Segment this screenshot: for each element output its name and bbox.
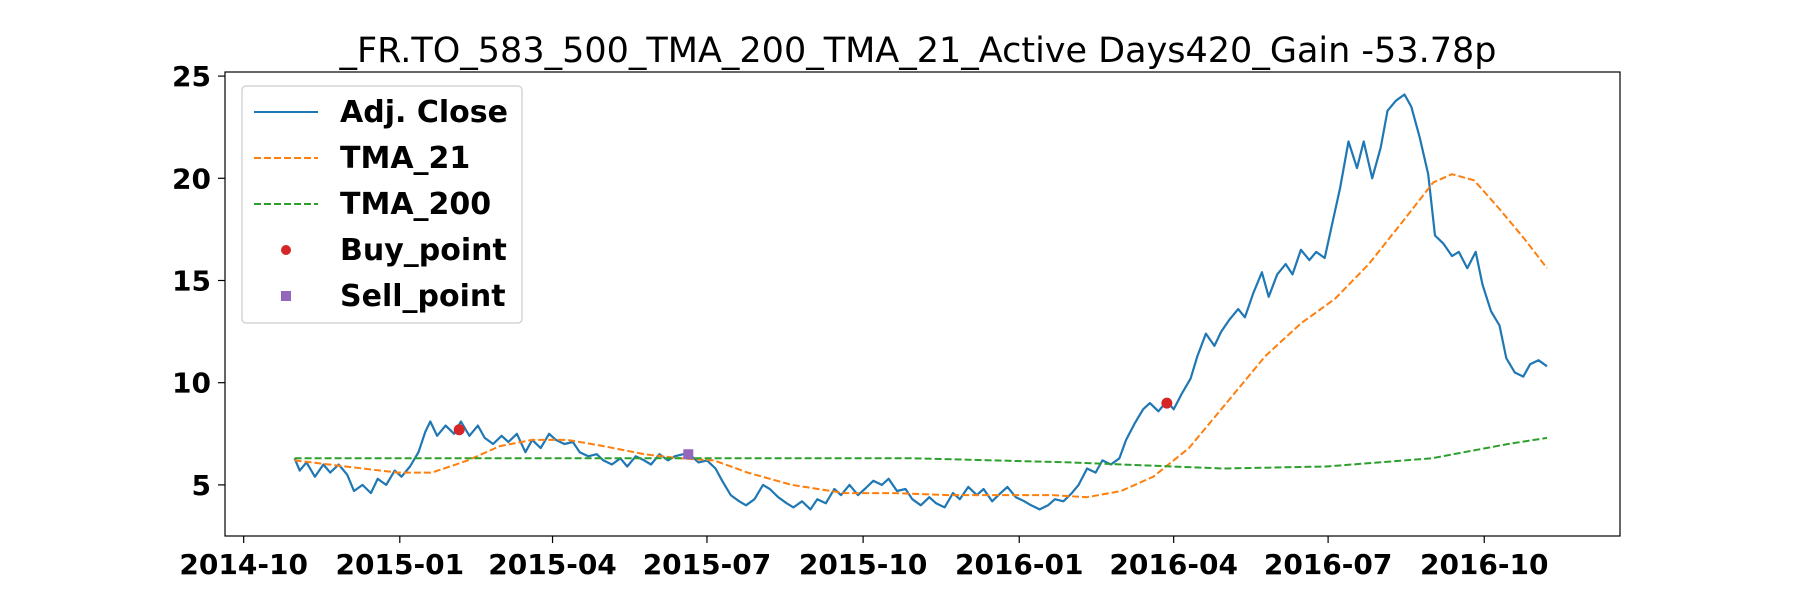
x-tick-label: 2016-01 (955, 548, 1084, 581)
y-tick-label: 5 (192, 469, 211, 502)
x-tick-label: 2016-04 (1109, 548, 1238, 581)
y-tick-label: 15 (172, 264, 211, 297)
chart-title: _FR.TO_583_500_TMA_200_TMA_21_Active Day… (339, 31, 1497, 71)
x-tick-label: 2015-07 (643, 548, 772, 581)
legend-frame (241, 85, 523, 324)
legend-label: TMA_200 (340, 187, 491, 222)
legend-label: TMA_21 (340, 141, 470, 176)
series-line-adj-close (293, 93, 1548, 511)
legend-items: Adj. Close TMA_21 TMA_200 Buy_point Sell_poi… (254, 95, 508, 314)
legend-item-sell-point: Sell_point (281, 279, 506, 314)
plot-frame (224, 71, 1621, 537)
series-layer (293, 93, 1548, 511)
y-tick-label: 25 (172, 60, 211, 93)
marker-layer (453, 397, 1173, 460)
legend: Adj. Close TMA_21 TMA_200 Buy_point Sell_poi… (241, 85, 523, 324)
x-tick-label: 2015-10 (799, 548, 928, 581)
legend-swatch (281, 245, 291, 255)
legend-label: Adj. Close (340, 95, 508, 130)
x-tick-label: 2015-04 (488, 548, 617, 581)
legend-item-tma-200: TMA_200 (254, 187, 491, 222)
legend-item-tma-21: TMA_21 (254, 141, 470, 176)
legend-swatch (281, 291, 291, 301)
legend-item-adj-close: Adj. Close (254, 95, 508, 130)
y-axis: 5 10 15 20 25 (172, 60, 225, 502)
x-tick-label: 2016-07 (1264, 548, 1393, 581)
marker-sell-point (683, 449, 694, 460)
marker-buy-point (453, 424, 465, 436)
y-tick-label: 20 (172, 162, 211, 195)
y-tick-label: 10 (172, 367, 211, 400)
x-axis: 2014-10 2015-01 2015-04 2015-07 2015-10 2016-… (179, 536, 1548, 581)
series-line-tma-200 (294, 436, 1548, 470)
x-tick-label: 2015-01 (336, 548, 465, 581)
x-tick-label: 2016-10 (1420, 548, 1549, 581)
x-tick-label: 2014-10 (179, 548, 308, 581)
series-line-tma-21 (294, 173, 1548, 499)
marker-buy-point (1161, 397, 1173, 409)
legend-label: Sell_point (340, 279, 506, 314)
legend-item-buy-point: Buy_point (281, 233, 507, 268)
legend-label: Buy_point (340, 233, 507, 268)
